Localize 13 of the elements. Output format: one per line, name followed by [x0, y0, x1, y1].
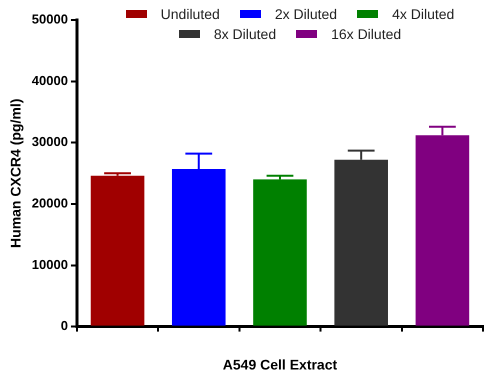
y-axis-title: Human CXCR4 (pg/ml) [7, 98, 24, 248]
legend-label: Undiluted [160, 6, 220, 22]
y-tick-label: 50000 [32, 12, 68, 27]
legend-label: 16x Diluted [331, 26, 402, 42]
legend-label: 2x Diluted [274, 6, 338, 22]
legend-label: 4x Diluted [392, 6, 454, 22]
y-tick-label: 30000 [32, 134, 68, 150]
y-tick-label: 10000 [32, 256, 68, 272]
y-tick-label: 40000 [32, 72, 68, 88]
y-tick-label: 20000 [32, 196, 68, 211]
y-tick-label: 0 [60, 318, 68, 334]
legend-label: 8x Diluted [214, 26, 276, 42]
x-axis-title: A549 Cell Extract [222, 356, 338, 372]
